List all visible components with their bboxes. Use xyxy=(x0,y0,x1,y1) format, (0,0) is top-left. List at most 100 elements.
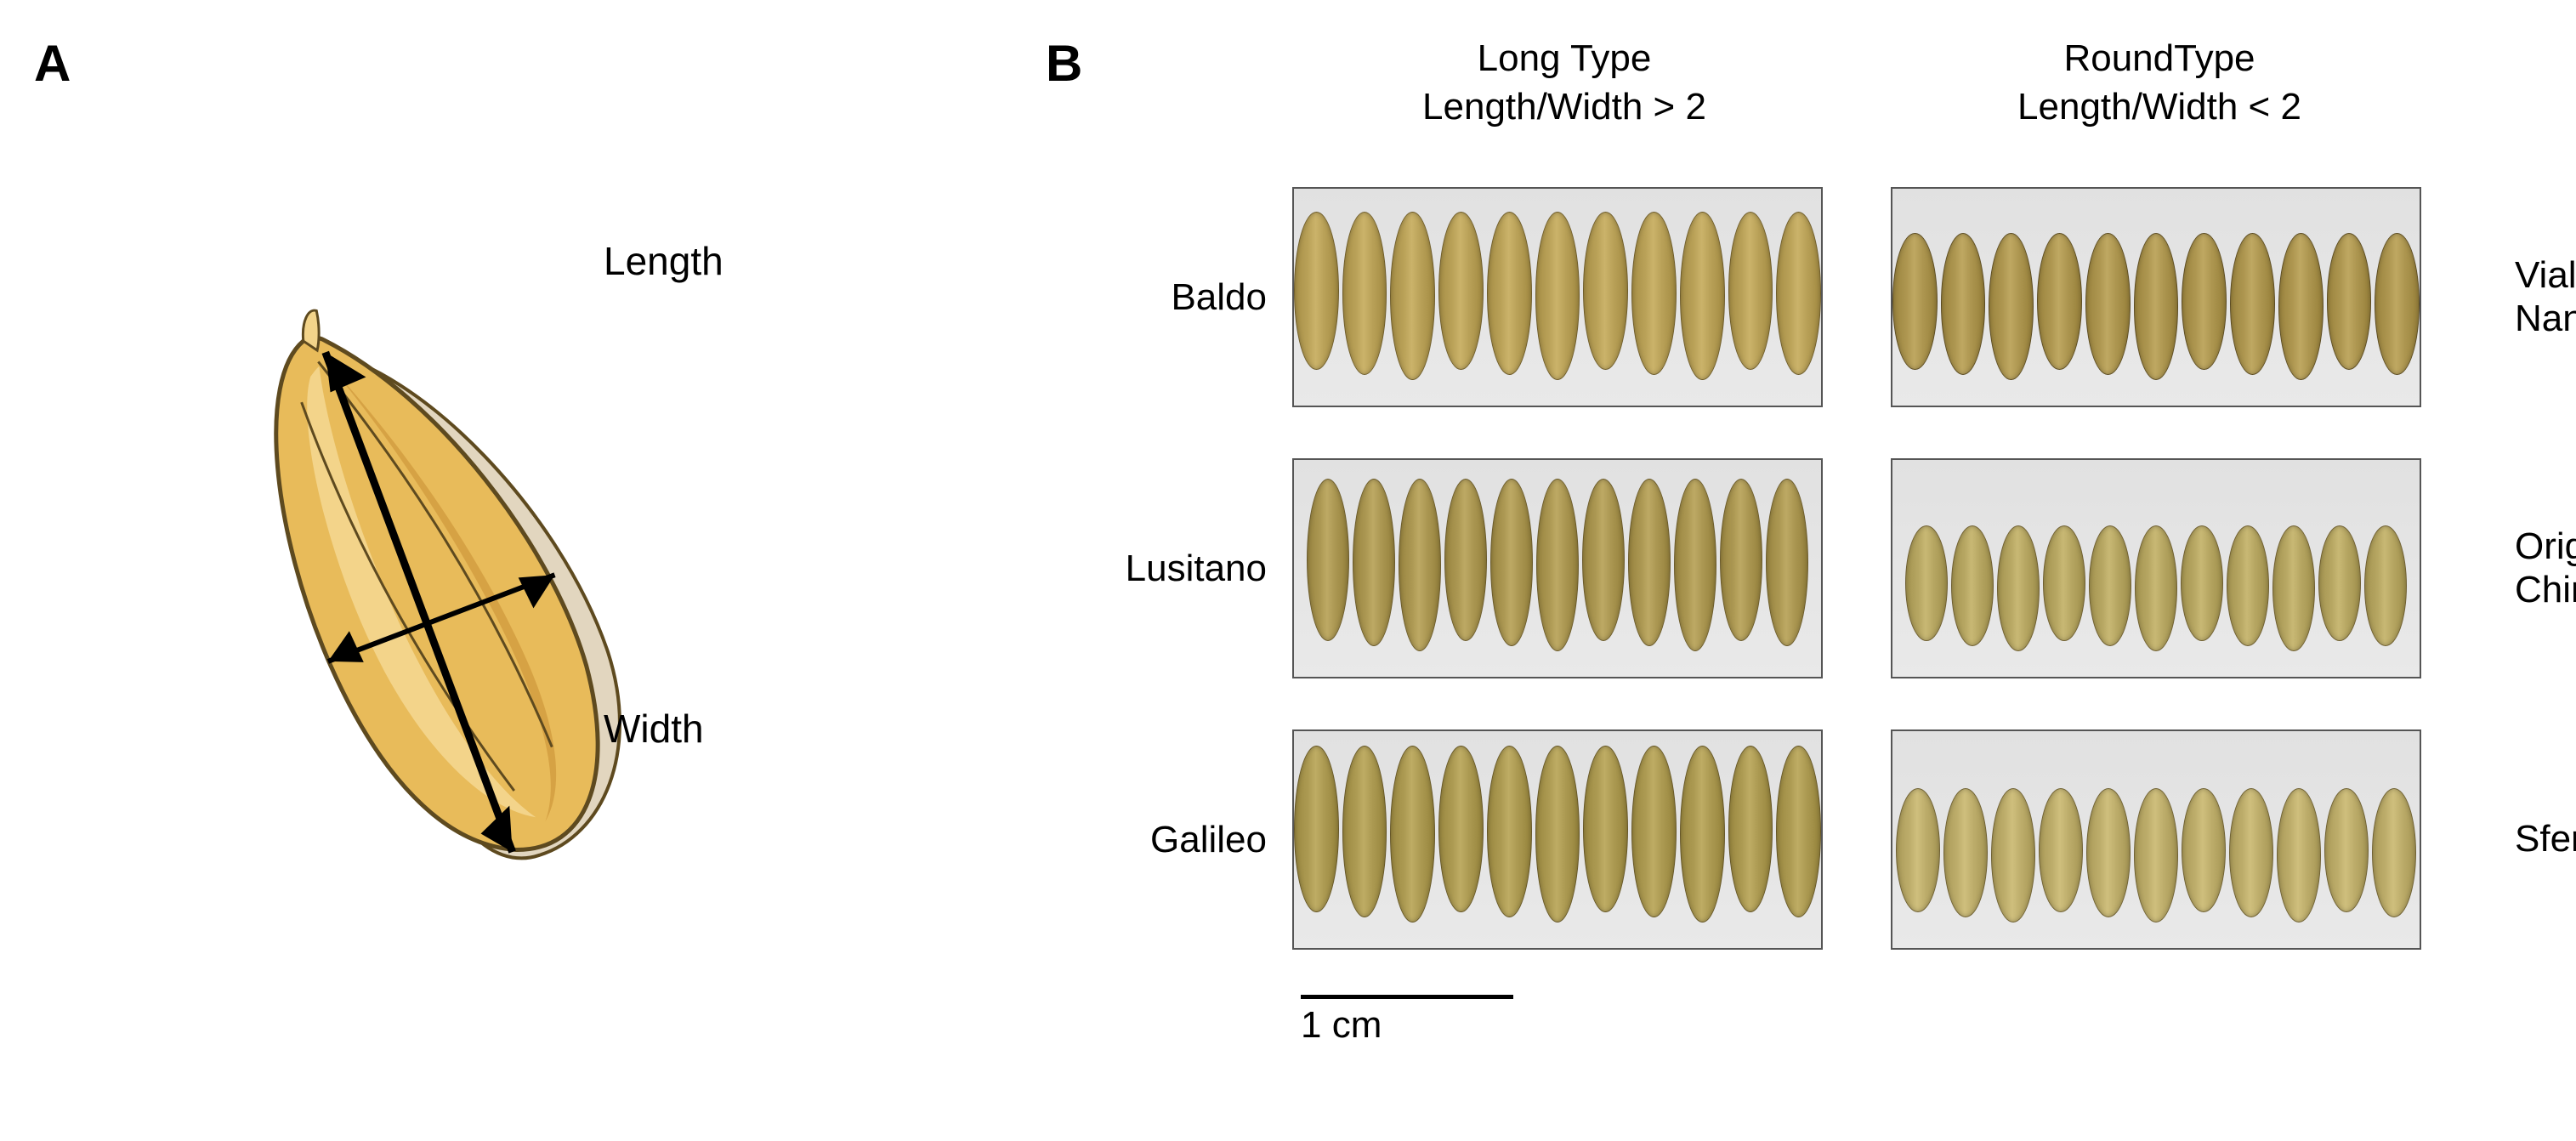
grain-icon xyxy=(1307,479,1349,641)
grain-icon xyxy=(1905,525,1948,641)
grain-icon xyxy=(1941,233,1986,375)
grain-icon xyxy=(1728,746,1773,912)
col-header-round: RoundType Length/Width < 2 xyxy=(1896,34,2423,131)
scalebar-label: 1 cm xyxy=(1301,1004,1513,1047)
row-label-left: Lusitano xyxy=(1046,548,1292,590)
grain-icon xyxy=(2230,233,2275,375)
grain-cluster xyxy=(1892,233,2420,380)
grain-cluster xyxy=(1294,746,1821,922)
row-label-right: VialoneNano xyxy=(2489,254,2576,340)
grain-icon xyxy=(1951,525,1994,646)
grain-icon xyxy=(2375,233,2420,375)
grain-photo-long xyxy=(1292,187,1823,407)
grain-cluster xyxy=(1294,479,1821,651)
grain-icon xyxy=(2318,525,2361,641)
figure-root: A xyxy=(0,0,2576,1141)
scalebar: 1 cm xyxy=(1301,995,1513,1047)
grain-icon xyxy=(2086,788,2131,917)
grain-icon xyxy=(1390,212,1435,380)
grain-icon xyxy=(2277,788,2321,922)
grain-icon xyxy=(1583,746,1628,912)
grain-icon xyxy=(2229,788,2273,917)
grain-icon xyxy=(1294,212,1339,370)
panel-a-label: A xyxy=(34,34,71,93)
grain-icon xyxy=(1582,479,1625,641)
grain-icon xyxy=(1583,212,1628,370)
grain-icon xyxy=(1680,212,1725,380)
grain-photo-round xyxy=(1891,187,2421,407)
grain-icon xyxy=(1536,479,1579,651)
grain-icon xyxy=(2272,525,2315,651)
grain-icon xyxy=(2372,788,2416,917)
grain-icon xyxy=(2278,233,2324,380)
col-header-long-line2: Length/Width > 2 xyxy=(1301,82,1828,131)
scalebar-line xyxy=(1301,995,1513,999)
grain-icon xyxy=(2089,525,2131,646)
grain-cluster xyxy=(1294,212,1821,380)
grain-icon xyxy=(1438,746,1484,912)
grain-icon xyxy=(1776,212,1821,375)
grain-icon xyxy=(1535,746,1580,922)
grain-icon xyxy=(2043,525,2085,641)
row-label-left: Galileo xyxy=(1046,819,1292,861)
grain-icon xyxy=(1631,212,1677,375)
grain-icon xyxy=(1766,479,1808,646)
grain-icon xyxy=(1680,746,1725,922)
grain-illustration: Length Width xyxy=(187,255,782,939)
grain-icon xyxy=(1487,746,1532,917)
grain-icon xyxy=(1342,212,1387,375)
grain-icon xyxy=(1487,212,1532,375)
length-label: Length xyxy=(604,238,723,284)
grain-icon xyxy=(2039,788,2083,912)
variety-row: Baldo VialoneNano xyxy=(1046,187,2576,407)
grain-icon xyxy=(1991,788,2035,922)
grain-icon xyxy=(1892,233,1938,370)
grain-icon xyxy=(1628,479,1671,646)
rows-container: Baldo VialoneNano Lusitano OriginarioChines… xyxy=(1046,187,2576,1001)
grain-icon xyxy=(1674,479,1716,651)
grain-icon xyxy=(1989,233,2034,380)
grain-icon xyxy=(2135,525,2177,651)
grain-photo-round xyxy=(1891,458,2421,678)
grain-icon xyxy=(2085,233,2131,375)
panel-b: B Long Type Length/Width > 2 RoundType L… xyxy=(1046,34,2525,1107)
grain-photo-long xyxy=(1292,458,1823,678)
grain-photo-round xyxy=(1891,729,2421,950)
grain-icon xyxy=(1353,479,1395,646)
grain-icon xyxy=(1728,212,1773,370)
grain-icon xyxy=(1776,746,1821,917)
col-header-round-line2: Length/Width < 2 xyxy=(1896,82,2423,131)
grain-icon xyxy=(1535,212,1580,380)
variety-row: Galileo Sfera xyxy=(1046,729,2576,950)
grain-icon xyxy=(1294,746,1339,912)
panel-a: A xyxy=(34,34,1046,1107)
grain-icon xyxy=(1943,788,1988,917)
col-header-long-line1: Long Type xyxy=(1301,34,1828,82)
grain-icon xyxy=(1438,212,1484,370)
grain-icon xyxy=(2327,233,2372,370)
col-header-long: Long Type Length/Width > 2 xyxy=(1301,34,1828,131)
grain-icon xyxy=(1720,479,1762,641)
variety-row: Lusitano OriginarioChinese xyxy=(1046,458,2576,678)
grain-photo-long xyxy=(1292,729,1823,950)
grain-icon xyxy=(1399,479,1441,651)
grain-icon xyxy=(1997,525,2040,651)
grain-icon xyxy=(1444,479,1487,641)
grain-icon xyxy=(2181,525,2223,641)
grain-icon xyxy=(2182,233,2227,370)
grain-icon xyxy=(2227,525,2269,646)
grain-icon xyxy=(2134,788,2178,922)
grain-icon xyxy=(2134,233,2179,380)
panel-b-label: B xyxy=(1046,34,1082,93)
column-headers: Long Type Length/Width > 2 RoundType Len… xyxy=(1301,34,2423,131)
row-label-left: Baldo xyxy=(1046,276,1292,319)
grain-icon xyxy=(1631,746,1677,917)
grain-cluster xyxy=(1892,525,2420,651)
row-label-right: OriginarioChinese xyxy=(2489,525,2576,611)
grain-icon xyxy=(2182,788,2226,912)
col-header-round-line1: RoundType xyxy=(1896,34,2423,82)
width-label: Width xyxy=(604,706,704,752)
grain-svg xyxy=(187,255,782,935)
grain-icon xyxy=(1490,479,1533,646)
row-label-right: Sfera xyxy=(2489,818,2576,861)
